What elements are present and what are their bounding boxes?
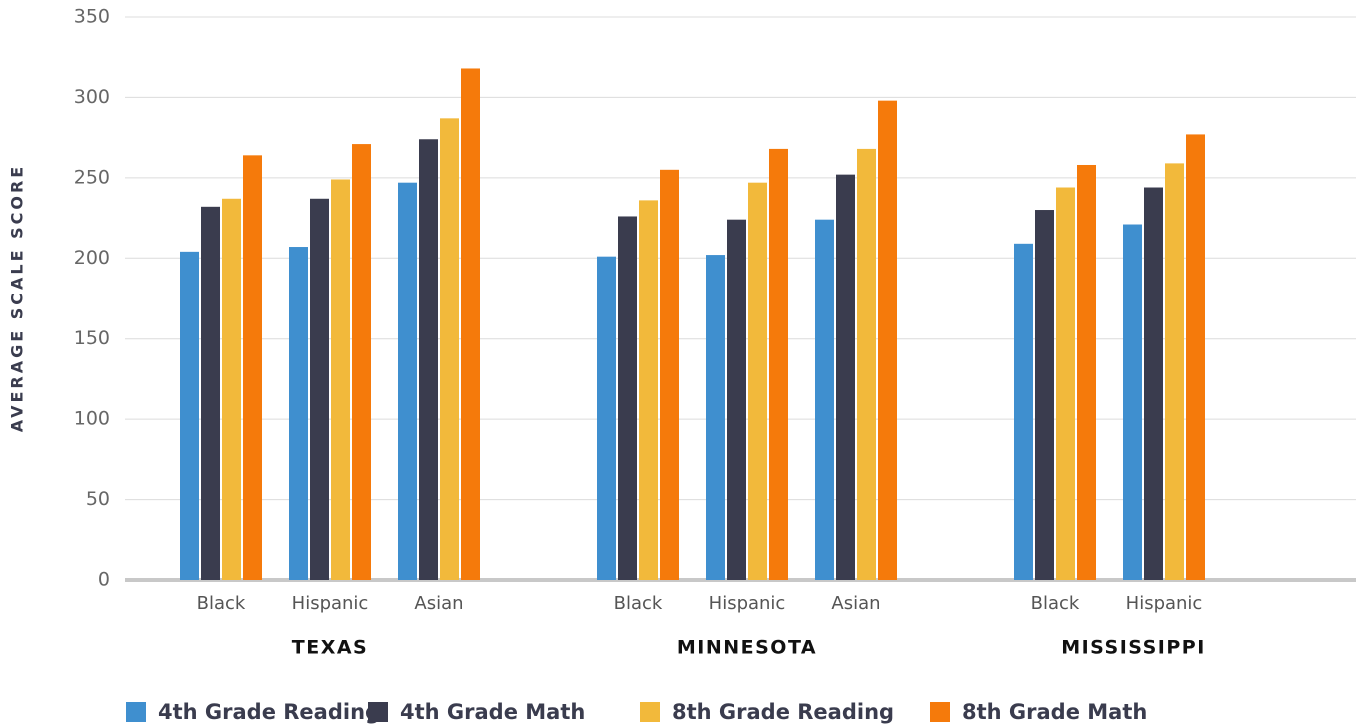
bar	[1035, 210, 1054, 580]
group-label: MISSISSIPPI	[1061, 637, 1206, 659]
y-tick-label: 0	[98, 569, 110, 591]
x-tick-label: Asian	[414, 593, 463, 614]
bar	[1186, 134, 1205, 580]
bar	[352, 144, 371, 580]
bar	[857, 148, 876, 580]
x-tick-label: Black	[1031, 593, 1080, 614]
legend-swatch	[368, 702, 388, 722]
bar	[1056, 187, 1075, 580]
bar	[1144, 187, 1163, 580]
bar	[618, 216, 637, 580]
bar	[748, 182, 767, 580]
bar	[201, 206, 220, 580]
x-tick-label: Hispanic	[709, 593, 786, 614]
bar	[878, 100, 897, 580]
bar	[815, 219, 834, 580]
bar	[639, 200, 658, 580]
y-axis-label: AVERAGE SCALE SCORE	[8, 164, 27, 432]
x-tick-label: Black	[197, 593, 246, 614]
y-tick-label: 200	[74, 247, 110, 269]
x-tick-label: Hispanic	[1126, 593, 1203, 614]
bar	[1077, 164, 1096, 580]
legend-swatch	[930, 702, 950, 722]
bar	[1014, 243, 1033, 580]
bar	[419, 139, 438, 580]
legend-swatch	[640, 702, 660, 722]
bar	[706, 255, 725, 580]
y-tick-label: 150	[74, 327, 110, 349]
bar	[289, 247, 308, 581]
bar	[597, 256, 616, 580]
bar	[769, 148, 788, 580]
bar	[836, 174, 855, 580]
bar	[727, 219, 746, 580]
x-tick-label: Black	[614, 593, 663, 614]
y-tick-label: 300	[74, 86, 110, 108]
legend-label: 8th Grade Math	[962, 700, 1147, 724]
group-label: TEXAS	[292, 637, 368, 659]
bar	[180, 251, 199, 580]
bar	[331, 179, 350, 581]
x-tick-label: Asian	[831, 593, 880, 614]
y-tick-label: 250	[74, 166, 110, 188]
bar	[222, 198, 241, 581]
bar	[1165, 163, 1184, 580]
bar	[398, 182, 417, 580]
bar	[660, 169, 679, 581]
x-tick-label: Hispanic	[292, 593, 369, 614]
bar	[310, 198, 329, 581]
bar	[243, 155, 262, 580]
legend-swatch	[126, 702, 146, 722]
legend-label: 4th Grade Math	[400, 700, 585, 724]
legend-label: 4th Grade Reading	[158, 700, 380, 724]
y-tick-label: 350	[74, 6, 110, 28]
bar	[1123, 224, 1142, 580]
bar	[440, 118, 459, 580]
y-tick-label: 100	[74, 408, 110, 430]
bar	[461, 68, 480, 580]
group-label: MINNESOTA	[677, 637, 817, 659]
y-tick-label: 50	[86, 488, 110, 510]
legend-label: 8th Grade Reading	[672, 700, 894, 724]
